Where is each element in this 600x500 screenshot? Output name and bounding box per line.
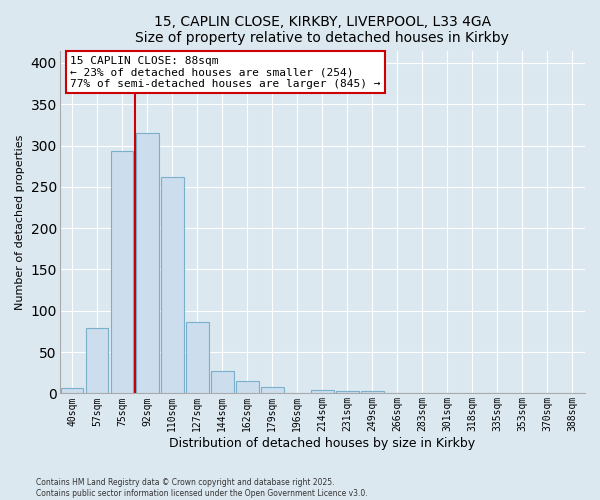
Bar [111, 152, 133, 394]
X-axis label: Distribution of detached houses by size in Kirkby: Distribution of detached houses by size … [169, 437, 475, 450]
Bar [361, 391, 383, 394]
Bar [186, 322, 209, 394]
Bar [236, 381, 259, 394]
Bar [61, 388, 83, 394]
Bar [86, 328, 109, 394]
Bar [136, 133, 158, 394]
Y-axis label: Number of detached properties: Number of detached properties [15, 134, 25, 310]
Bar [561, 392, 584, 394]
Text: 15 CAPLIN CLOSE: 88sqm
← 23% of detached houses are smaller (254)
77% of semi-de: 15 CAPLIN CLOSE: 88sqm ← 23% of detached… [70, 56, 381, 89]
Text: Contains HM Land Registry data © Crown copyright and database right 2025.
Contai: Contains HM Land Registry data © Crown c… [36, 478, 368, 498]
Bar [261, 387, 284, 394]
Bar [336, 391, 359, 394]
Title: 15, CAPLIN CLOSE, KIRKBY, LIVERPOOL, L33 4GA
Size of property relative to detach: 15, CAPLIN CLOSE, KIRKBY, LIVERPOOL, L33… [136, 15, 509, 45]
Bar [211, 371, 233, 394]
Bar [161, 177, 184, 394]
Bar [311, 390, 334, 394]
